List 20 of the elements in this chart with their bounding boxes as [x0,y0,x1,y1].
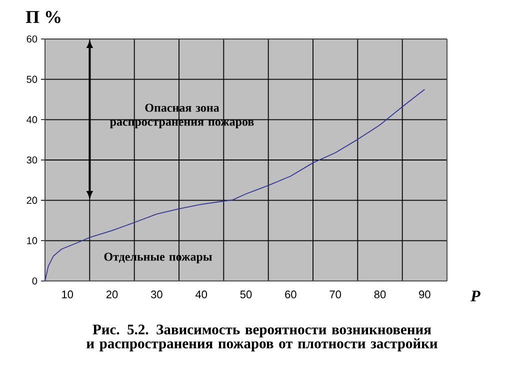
text: Рис. 5.2. Зависимость вероятности возникновения и распространения пожаров от плотности застройки [86,324,438,352]
x-tick-label: 30 [150,290,162,298]
line-series [45,88,426,281]
y-tick-label: 60 [26,35,38,43]
x-tick-label: 60 [285,290,296,298]
y-tick-label: 50 [26,76,38,83]
x-tick-label: 50 [240,290,252,298]
y-tick-label: 40 [26,116,38,124]
y-axis-title: П % [26,10,60,24]
y-tick-label: 10 [27,237,38,244]
x-tick-label: 70 [330,290,342,298]
x-tick-label: 20 [106,290,118,298]
x-axis-title: P [470,290,480,302]
x-tick-label: 10 [62,290,74,298]
x-tick-label: 90 [419,290,430,298]
x-tick-label: 40 [195,290,208,298]
y-tick-label: 20 [26,196,38,204]
y-tick-label: 0 [32,277,38,285]
y-tick-label: 30 [26,156,38,164]
x-tick-label: 80 [374,290,386,298]
